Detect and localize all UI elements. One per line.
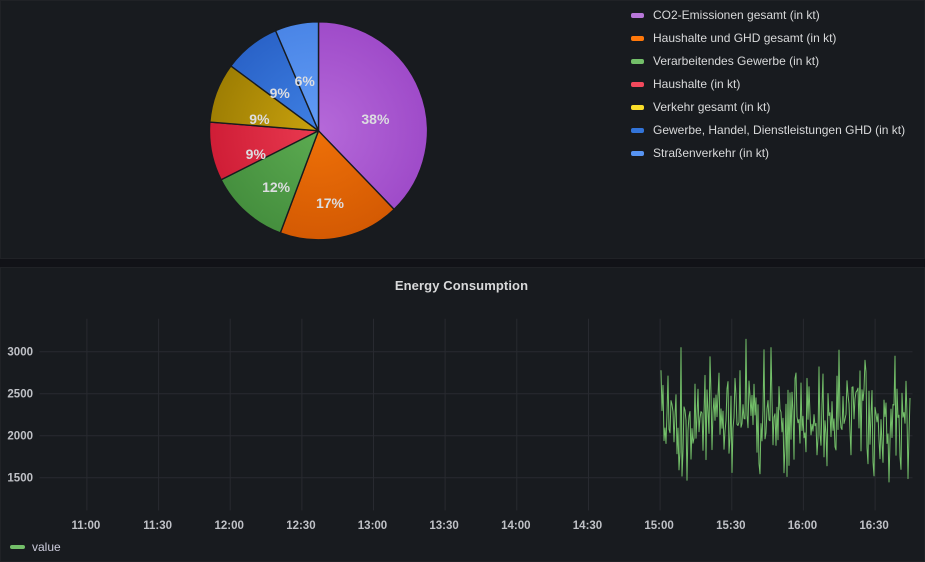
svg-text:12%: 12% [262,179,291,195]
svg-text:11:00: 11:00 [72,520,101,532]
svg-text:13:00: 13:00 [358,520,387,532]
svg-text:15:00: 15:00 [644,520,673,532]
svg-text:16:30: 16:30 [859,520,888,532]
svg-text:9%: 9% [270,85,291,101]
svg-text:13:30: 13:30 [429,520,458,532]
svg-text:17%: 17% [316,195,345,211]
svg-text:9%: 9% [246,146,267,162]
svg-text:12:30: 12:30 [286,520,315,532]
svg-text:14:30: 14:30 [573,520,602,532]
svg-text:12:00: 12:00 [214,520,243,532]
svg-text:2500: 2500 [7,389,33,401]
svg-text:11:30: 11:30 [143,520,172,532]
svg-text:3000: 3000 [7,347,33,359]
svg-text:38%: 38% [361,111,390,127]
svg-text:1500: 1500 [7,473,33,485]
svg-text:2000: 2000 [7,431,33,443]
svg-text:16:00: 16:00 [788,520,817,532]
svg-text:15:30: 15:30 [716,520,745,532]
svg-text:6%: 6% [295,73,316,89]
svg-text:14:00: 14:00 [501,520,530,532]
svg-text:9%: 9% [249,111,270,127]
